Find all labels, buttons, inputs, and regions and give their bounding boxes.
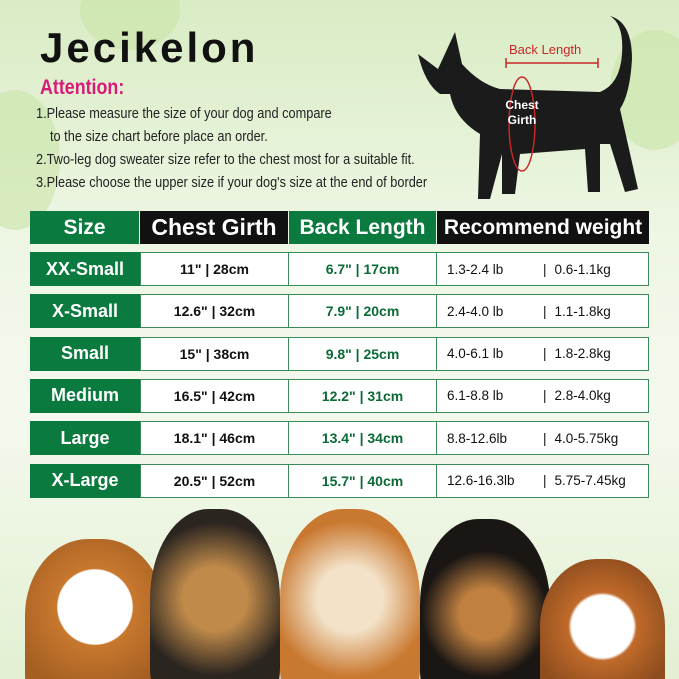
weight-kg: 4.0-5.75kg <box>554 430 619 446</box>
header-recommend-weight: Recommend weight <box>437 211 649 244</box>
dog-photo-4 <box>420 519 550 679</box>
note-1-cont: to the size chart before place an order. <box>50 129 268 145</box>
note-3: 3.Please choose the upper size if your d… <box>36 175 428 191</box>
back-length-cell: 13.4" | 34cm <box>288 421 437 456</box>
chest-girth-cell: 20.5" | 52cm <box>140 463 289 498</box>
header-back-length: Back Length <box>289 211 436 244</box>
back-length-cell: 12.2" | 31cm <box>288 378 437 413</box>
note-2: 2.Two-leg dog sweater size refer to the … <box>36 152 415 168</box>
size-cell: X-Small <box>30 294 140 329</box>
weight-cell: 8.8-12.6lb | 4.0-5.75kg <box>436 421 649 456</box>
girth-label: Girth <box>508 113 537 127</box>
weight-lb: 6.1-8.8 lb <box>447 388 504 404</box>
attention-heading: Attention: <box>40 76 125 99</box>
weight-cell: 12.6-16.3lb | 5.75-7.45kg <box>436 463 649 498</box>
dog-photo-2 <box>150 509 280 679</box>
header-size: Size <box>30 211 139 244</box>
size-cell: Medium <box>30 378 140 413</box>
size-cell: XX-Small <box>30 252 140 286</box>
chest-girth-cell: 12.6" | 32cm <box>140 294 289 329</box>
dog-photo-3 <box>280 509 420 679</box>
size-cell: X-Large <box>30 463 140 498</box>
back-length-cell: 6.7" | 17cm <box>288 252 437 286</box>
weight-kg: 1.1-1.8kg <box>554 303 611 319</box>
weight-lb: 2.4-4.0 lb <box>447 303 504 319</box>
weight-kg: 2.8-4.0kg <box>554 388 611 404</box>
chest-girth-cell: 18.1" | 46cm <box>140 421 289 456</box>
dog-silhouette <box>418 16 638 199</box>
header-chest-girth: Chest Girth <box>140 211 288 244</box>
weight-lb: 1.3-2.4 lb <box>447 261 504 277</box>
dog-photo-1 <box>25 539 165 679</box>
back-length-cell: 7.9" | 20cm <box>288 294 437 329</box>
weight-cell: 2.4-4.0 lb | 1.1-1.8kg <box>436 294 649 329</box>
chest-girth-cell: 16.5" | 42cm <box>140 378 289 413</box>
weight-lb: 12.6-16.3lb <box>447 473 515 488</box>
weight-lb: 8.8-12.6lb <box>447 430 508 446</box>
chest-girth-cell: 15" | 38cm <box>140 336 289 371</box>
weight-cell: 4.0-6.1 lb | 1.8-2.8kg <box>436 336 649 371</box>
dog-photo-5 <box>540 559 665 679</box>
weight-cell: 1.3-2.4 lb | 0.6-1.1kg <box>436 252 649 286</box>
weight-cell: 6.1-8.8 lb | 2.8-4.0kg <box>436 378 649 413</box>
size-cell: Large <box>30 421 140 456</box>
back-length-cell: 15.7" | 40cm <box>288 463 437 498</box>
dog-silhouette-diagram: Back Length Chest Girth <box>418 16 638 199</box>
weight-lb: 4.0-6.1 lb <box>447 346 504 362</box>
note-1: 1.Please measure the size of your dog an… <box>36 106 332 122</box>
back-length-label: Back Length <box>509 42 581 57</box>
weight-kg: 5.75-7.45kg <box>554 473 626 488</box>
chest-girth-cell: 11" | 28cm <box>140 252 289 286</box>
weight-kg: 0.6-1.1kg <box>554 261 611 277</box>
size-cell: Small <box>30 336 140 371</box>
weight-kg: 1.8-2.8kg <box>554 346 611 362</box>
chest-label: Chest <box>505 98 538 112</box>
brand-title: Jecikelon <box>40 24 259 71</box>
back-length-cell: 9.8" | 25cm <box>288 336 437 371</box>
